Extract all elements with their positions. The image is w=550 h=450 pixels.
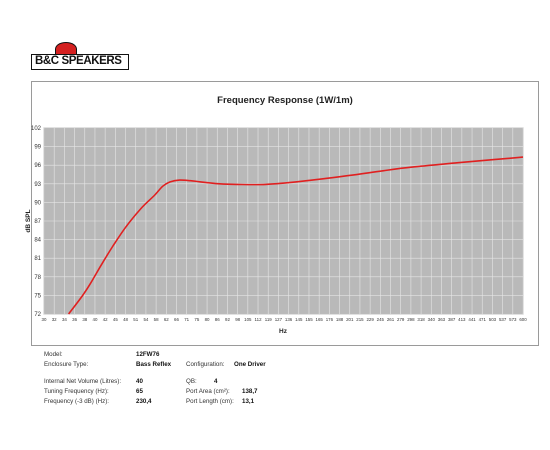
port-area-value: 138,7 (242, 388, 258, 395)
port-area-label: Port Area (cm²): (186, 388, 230, 395)
model-label: Model: (44, 351, 63, 358)
x-tick-label: 145 (295, 317, 303, 322)
y-tick-label: 93 (34, 182, 41, 188)
x-tick-label: 127 (275, 317, 283, 322)
y-tick-label: 90 (34, 200, 41, 206)
x-tick-label: 215 (356, 317, 364, 322)
x-tick-label: 62 (164, 317, 169, 322)
x-tick-label: 165 (316, 317, 324, 322)
enclosure-label: Enclosure Type: (44, 361, 89, 368)
x-tick-label: 34 (62, 317, 67, 322)
x-tick-label: 48 (123, 317, 128, 322)
x-tick-label: 98 (235, 317, 240, 322)
x-tick-label: 503 (489, 317, 497, 322)
x-tick-label: 229 (366, 317, 374, 322)
x-tick-label: 42 (103, 317, 108, 322)
x-tick-label: 54 (143, 317, 148, 322)
qb-label: QB: (186, 378, 197, 385)
y-tick-label: 87 (34, 219, 41, 225)
x-tick-label: 80 (205, 317, 210, 322)
f3-label: Frequency (-3 dB) (Hz): (44, 398, 109, 405)
x-tick-label: 176 (326, 317, 334, 322)
x-tick-label: 188 (336, 317, 344, 322)
volume-value: 40 (136, 378, 143, 385)
model-value: 12FW76 (136, 351, 160, 358)
x-tick-label: 537 (499, 317, 507, 322)
qb-value: 4 (214, 378, 218, 385)
configuration-value: One Driver (234, 361, 266, 368)
x-axis-label: Hz (279, 328, 288, 335)
logo-emblem (55, 42, 77, 56)
x-tick-label: 71 (184, 317, 189, 322)
response-curve (67, 156, 524, 315)
x-tick-label: 75 (194, 317, 199, 322)
x-tick-label: 600 (519, 317, 527, 322)
x-tick-label: 201 (346, 317, 354, 322)
y-tick-label: 78 (34, 275, 41, 281)
x-tick-label: 387 (448, 317, 456, 322)
chart-title: Frequency Response (1W/1m) (217, 95, 353, 106)
configuration-label: Configuration: (186, 361, 225, 368)
x-tick-label: 471 (479, 317, 487, 322)
x-tick-label: 86 (215, 317, 220, 322)
y-tick-label: 102 (31, 126, 42, 132)
x-tick-label: 66 (174, 317, 179, 322)
y-tick-label: 96 (34, 163, 41, 169)
x-tick-label: 30 (42, 317, 47, 322)
y-tick-label: 81 (34, 256, 41, 262)
y-tick-label: 75 (34, 293, 41, 299)
x-tick-label: 363 (438, 317, 446, 322)
x-tick-label: 155 (305, 317, 313, 322)
tuning-label: Tuning Frequency (Hz): (44, 388, 109, 395)
tuning-value: 65 (136, 388, 143, 395)
y-tick-label: 84 (34, 238, 41, 244)
f3-value: 230,4 (136, 398, 152, 405)
volume-label: Internal Net Volume (Litres): (44, 378, 122, 385)
x-tick-label: 105 (244, 317, 252, 322)
x-tick-label: 413 (458, 317, 466, 322)
x-tick-label: 318 (417, 317, 425, 322)
brand-logo: B&C SPEAKERS (31, 42, 129, 70)
x-tick-label: 441 (468, 317, 476, 322)
x-tick-label: 51 (133, 317, 138, 322)
x-tick-label: 58 (154, 317, 159, 322)
x-tick-label: 38 (82, 317, 87, 322)
x-tick-label: 340 (428, 317, 436, 322)
x-tick-label: 112 (255, 317, 263, 322)
x-tick-label: 119 (265, 317, 273, 322)
x-tick-label: 298 (407, 317, 415, 322)
port-length-value: 13,1 (242, 398, 255, 405)
x-tick-label: 45 (113, 317, 118, 322)
x-tick-label: 36 (72, 317, 77, 322)
x-tick-label: 40 (93, 317, 98, 322)
x-tick-label: 32 (52, 317, 57, 322)
enclosure-value: Bass Reflex (136, 361, 172, 368)
x-tick-label: 136 (285, 317, 293, 322)
y-tick-label: 72 (34, 312, 41, 318)
x-tick-label: 245 (377, 317, 385, 322)
port-length-label: Port Length (cm): (186, 398, 234, 405)
logo-wordmark: B&C SPEAKERS (31, 54, 129, 70)
x-tick-label: 573 (509, 317, 517, 322)
x-tick-label: 92 (225, 317, 230, 322)
x-tick-label: 261 (387, 317, 395, 322)
y-axis-label: dB SPL (25, 209, 32, 232)
x-tick-label: 279 (397, 317, 405, 322)
y-tick-label: 99 (34, 145, 41, 151)
